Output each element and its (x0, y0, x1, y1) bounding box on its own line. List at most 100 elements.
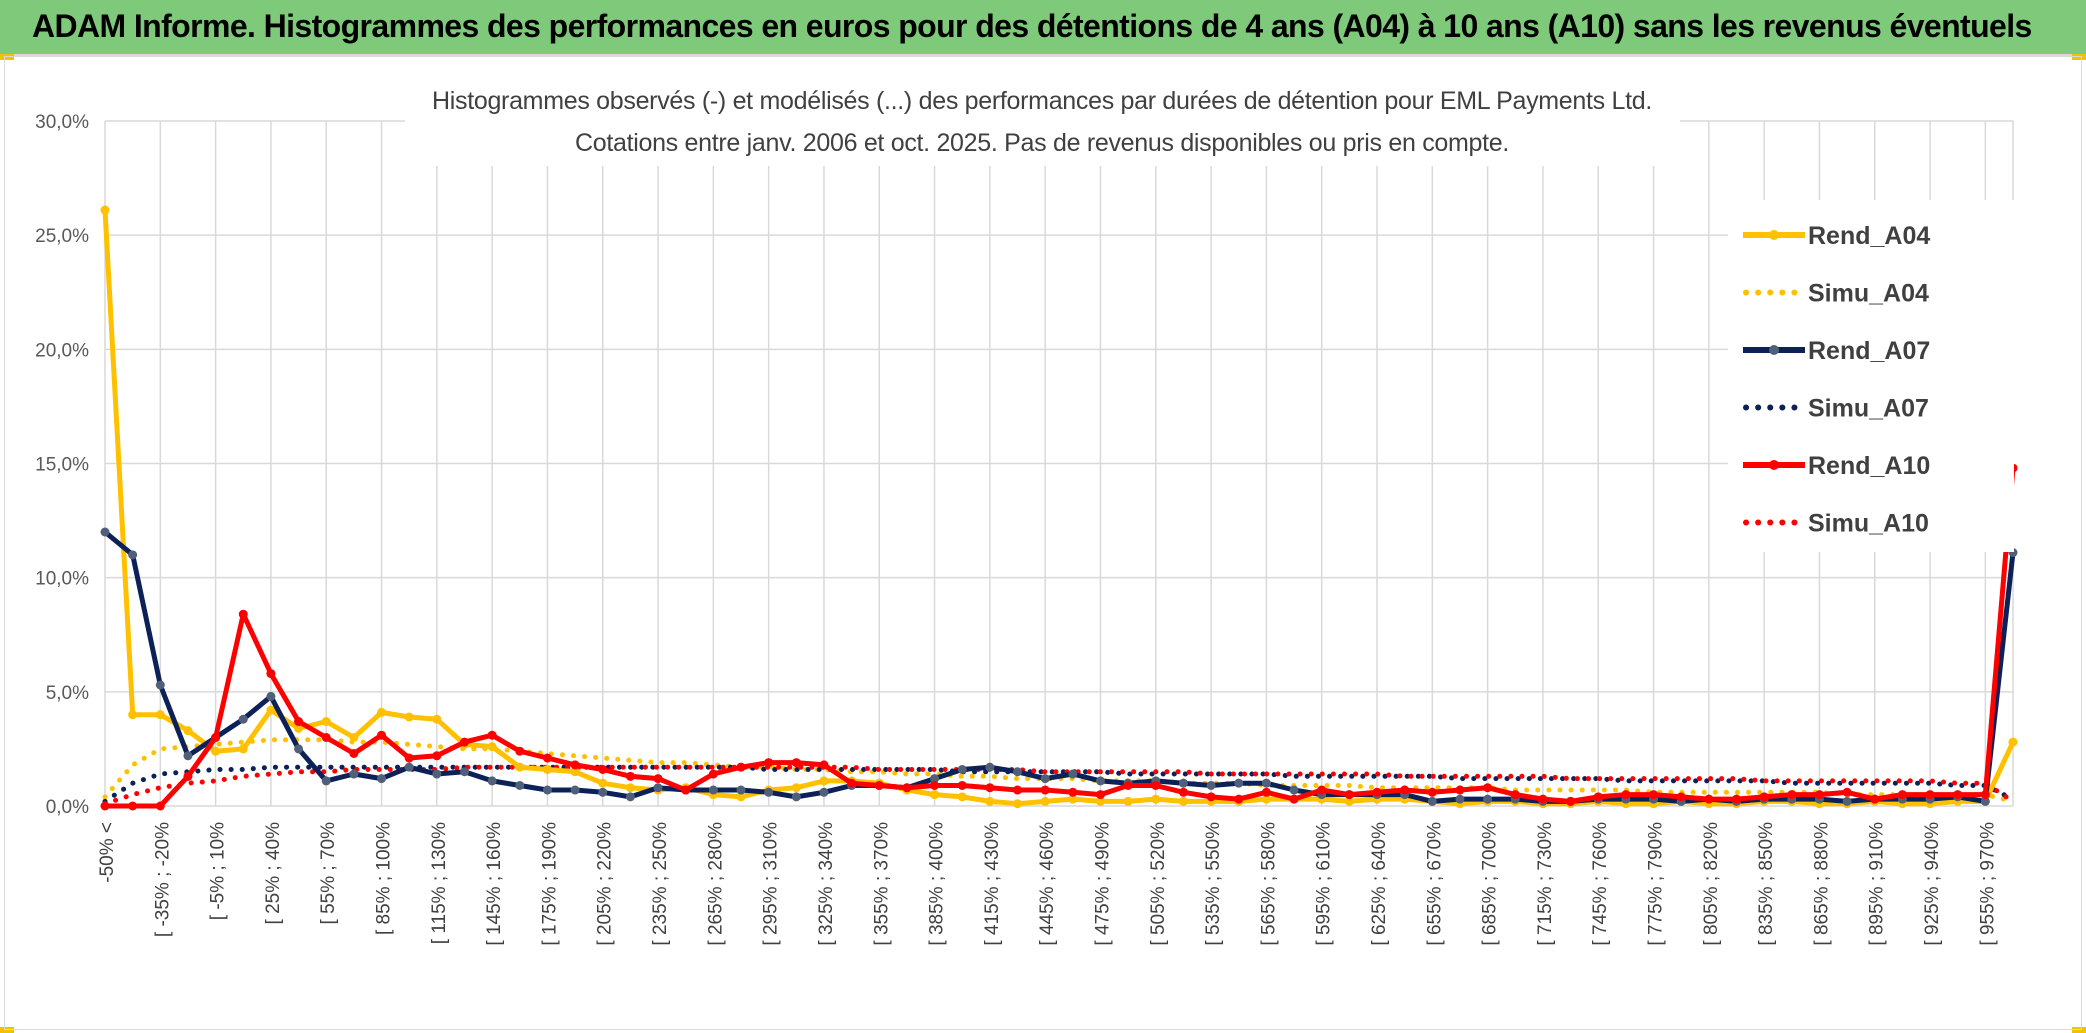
legend-label: Rend_A04 (1808, 222, 1930, 250)
data-point-rend_a07 (404, 762, 414, 772)
data-point-rend_a04 (1095, 796, 1105, 806)
data-point-rend_a10 (1510, 790, 1520, 800)
legend-label: Simu_A10 (1808, 510, 1929, 538)
data-point-rend_a10 (1234, 794, 1244, 804)
data-point-rend_a10 (902, 783, 912, 793)
data-point-rend_a10 (432, 751, 442, 761)
legend-label: Simu_A04 (1808, 280, 1929, 308)
corner-marker (2072, 1027, 2086, 1033)
report-title: ADAM Informe. Histogrammes des performan… (32, 8, 2032, 44)
data-point-rend_a10 (1123, 780, 1133, 790)
legend-label: Simu_A07 (1808, 395, 1929, 423)
data-point-rend_a07 (1289, 785, 1299, 795)
data-point-rend_a07 (764, 787, 774, 797)
x-tick-label: [ 895% ; 910% (1867, 822, 1888, 946)
data-point-rend_a10 (791, 758, 801, 768)
legend-label: Rend_A07 (1808, 337, 1930, 365)
data-point-rend_a04 (791, 783, 801, 793)
y-tick-label: 5,0% (46, 683, 89, 704)
data-point-rend_a10 (1980, 790, 1990, 800)
data-point-rend_a04 (1040, 796, 1050, 806)
data-point-rend_a04 (266, 705, 276, 715)
data-point-rend_a10 (930, 780, 940, 790)
data-point-rend_a10 (1289, 794, 1299, 804)
data-point-rend_a07 (321, 776, 331, 786)
data-point-rend_a10 (847, 778, 857, 788)
data-point-rend_a07 (266, 691, 276, 701)
data-point-rend_a04 (100, 205, 110, 215)
data-point-rend_a07 (1261, 778, 1271, 788)
x-tick-label: [ 355% ; 370% (871, 822, 892, 946)
series-line-rend_a07 (103, 530, 2016, 804)
x-tick-label: [ 175% ; 190% (539, 822, 560, 946)
y-tick-label: 30,0% (35, 112, 89, 133)
data-point-rend_a10 (708, 769, 718, 779)
chart-frame (4, 56, 2082, 1030)
data-point-rend_a04 (2008, 737, 2018, 747)
data-point-rend_a07 (155, 680, 165, 690)
x-tick-label: -50% < (97, 822, 118, 883)
data-point-rend_a10 (985, 783, 995, 793)
x-tick-label: [ 805% ; 820% (1701, 822, 1722, 946)
x-tick-label: [ 85% ; 100% (374, 822, 395, 935)
data-point-rend_a04 (487, 742, 497, 752)
data-point-rend_a04 (930, 790, 940, 800)
data-point-rend_a10 (1953, 790, 1963, 800)
data-point-rend_a04 (1068, 794, 1078, 804)
legend-marker (1769, 230, 1779, 240)
data-point-rend_a10 (515, 746, 525, 756)
data-point-rend_a07 (598, 787, 608, 797)
data-point-rend_a10 (1206, 792, 1216, 802)
chart-title: Histogrammes observés (-) et modélisés (… (432, 87, 1652, 115)
x-tick-label: [ 265% ; 280% (705, 822, 726, 946)
x-tick-label: [ 115% ; 130% (429, 822, 450, 944)
series-line-rend_a04 (102, 209, 2016, 807)
data-point-rend_a04 (377, 707, 387, 717)
data-point-rend_a04 (819, 776, 829, 786)
data-point-rend_a10 (1676, 792, 1686, 802)
data-point-rend_a10 (404, 753, 414, 763)
data-point-rend_a10 (1151, 780, 1161, 790)
data-point-rend_a10 (542, 753, 552, 763)
data-point-rend_a07 (625, 792, 635, 802)
x-tick-label: [ 775% ; 790% (1646, 822, 1667, 946)
data-point-rend_a07 (570, 785, 580, 795)
data-point-rend_a07 (459, 767, 469, 777)
x-tick-label: [ -5% ; 10% (208, 822, 229, 920)
data-point-rend_a04 (625, 783, 635, 793)
legend-marker (1769, 460, 1779, 470)
data-point-rend_a04 (211, 746, 221, 756)
data-point-rend_a04 (1344, 796, 1354, 806)
data-point-rend_a04 (128, 710, 138, 720)
data-point-rend_a10 (1483, 783, 1493, 793)
data-point-rend_a07 (542, 785, 552, 795)
x-tick-label: [ -35% ; -20% (152, 822, 173, 937)
data-point-rend_a04 (957, 792, 967, 802)
data-point-rend_a10 (238, 609, 248, 619)
data-point-rend_a04 (736, 792, 746, 802)
data-point-rend_a04 (1151, 794, 1161, 804)
data-point-rend_a10 (1344, 790, 1354, 800)
data-point-rend_a04 (238, 744, 248, 754)
data-point-rend_a07 (1068, 769, 1078, 779)
data-point-rend_a07 (1427, 796, 1437, 806)
data-point-rend_a04 (183, 726, 193, 736)
data-point-rend_a10 (211, 733, 221, 742)
data-point-rend_a10 (736, 762, 746, 772)
data-point-rend_a10 (183, 771, 193, 781)
data-point-rend_a10 (874, 780, 884, 790)
x-tick-label: [ 685% ; 700% (1480, 822, 1501, 946)
data-point-rend_a07 (819, 787, 829, 797)
data-point-rend_a10 (1455, 785, 1465, 795)
x-tick-label: [ 715% ; 730% (1535, 822, 1556, 946)
legend-marker (1769, 345, 1779, 355)
data-point-rend_a10 (1538, 794, 1548, 804)
data-point-rend_a07 (930, 774, 940, 784)
data-point-rend_a10 (819, 760, 829, 770)
report-banner: ADAM Informe. Histogrammes des performan… (0, 0, 2086, 56)
y-tick-label: 25,0% (35, 226, 89, 247)
x-tick-label: [ 955% ; 970% (1977, 822, 1998, 946)
data-point-rend_a04 (515, 762, 525, 772)
data-point-rend_a04 (1261, 794, 1271, 804)
legend-background (1728, 200, 2014, 552)
